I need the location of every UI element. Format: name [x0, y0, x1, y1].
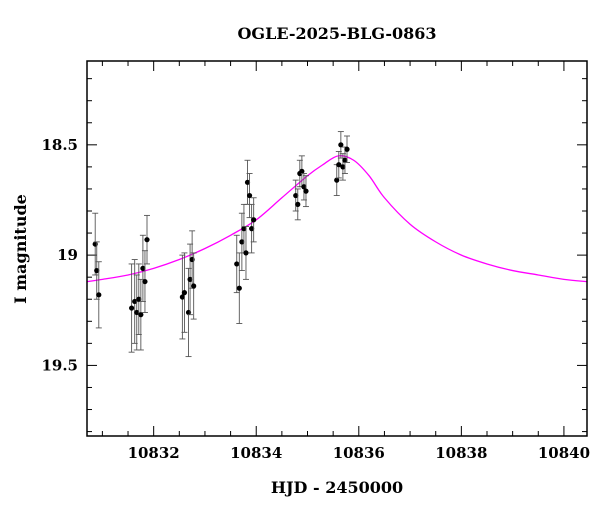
data-point-marker	[234, 261, 240, 267]
data-point	[302, 175, 309, 208]
data-point-marker	[340, 164, 346, 170]
data-point-marker	[94, 267, 100, 274]
chart-title: OGLE-2025-BLG-0863	[237, 24, 436, 43]
data-point-marker	[246, 192, 253, 199]
data-point-marker	[129, 305, 135, 311]
data-point-marker	[334, 177, 340, 183]
y-axis-label: I magnitude	[11, 194, 30, 304]
x-tick-label: 10838	[435, 444, 487, 462]
data-point	[128, 263, 135, 353]
data-point-marker	[295, 201, 301, 207]
data-point-marker	[251, 217, 257, 223]
data-point	[294, 188, 301, 221]
model-curve	[86, 155, 588, 283]
data-point-marker	[191, 283, 197, 289]
data-point-marker	[243, 250, 249, 256]
data-point	[139, 234, 146, 302]
data-point-marker	[136, 296, 142, 302]
tick-labels: 10832 10834 10836 10838 10840 18.5 19 19.5	[41, 136, 590, 462]
x-tick-label: 10840	[538, 444, 590, 462]
y-tick-label: 19.5	[41, 356, 78, 374]
data-point	[242, 225, 249, 280]
data-point-marker	[134, 309, 140, 316]
data-point-marker	[236, 285, 242, 291]
data-point-marker	[96, 292, 102, 298]
data-point-marker	[301, 184, 307, 190]
data-point-marker	[344, 146, 350, 152]
axis-ticks	[87, 61, 587, 436]
x-tick-label: 10834	[230, 444, 282, 462]
data-point-marker	[338, 142, 344, 148]
data-point	[298, 155, 305, 188]
y-tick-label: 18.5	[41, 136, 78, 154]
plot-frame	[86, 60, 588, 437]
data-point	[341, 146, 348, 174]
data-point-marker	[241, 226, 247, 232]
data-point-marker	[142, 278, 148, 285]
data-point-marker	[249, 226, 255, 232]
data-point	[250, 197, 257, 243]
data-point-marker	[299, 168, 305, 174]
y-tick-label: 19	[57, 246, 78, 264]
data-point	[233, 234, 240, 294]
data-point-marker	[179, 294, 185, 300]
data-point	[137, 278, 144, 351]
data-point-marker	[293, 192, 299, 199]
data-point-marker	[138, 312, 144, 318]
data-point	[179, 254, 186, 340]
x-tick-label: 10836	[333, 444, 385, 462]
data-point-marker	[336, 162, 342, 168]
data-point-marker	[181, 290, 188, 296]
data-point	[181, 252, 188, 333]
data-point-marker	[239, 239, 245, 245]
data-point	[190, 252, 197, 320]
data-point-marker	[303, 188, 309, 194]
data-point	[95, 261, 102, 329]
data-point-marker	[187, 276, 193, 282]
data-point-marker	[244, 179, 251, 185]
data-point-marker	[144, 237, 150, 243]
x-axis-label: HJD - 2450000	[271, 478, 403, 497]
data-point	[92, 212, 99, 276]
data-point	[300, 173, 307, 201]
x-tick-label: 10832	[128, 444, 180, 462]
data-point	[144, 214, 150, 265]
data-point	[248, 203, 255, 254]
data-point-marker	[342, 157, 348, 163]
data-point	[339, 153, 346, 181]
data-point	[344, 135, 350, 163]
data-point	[246, 173, 253, 219]
data-point-marker	[132, 298, 138, 305]
data-points-layer	[92, 131, 350, 358]
data-point-marker	[140, 265, 146, 271]
model-curve-layer	[86, 155, 588, 283]
data-point	[93, 241, 100, 300]
